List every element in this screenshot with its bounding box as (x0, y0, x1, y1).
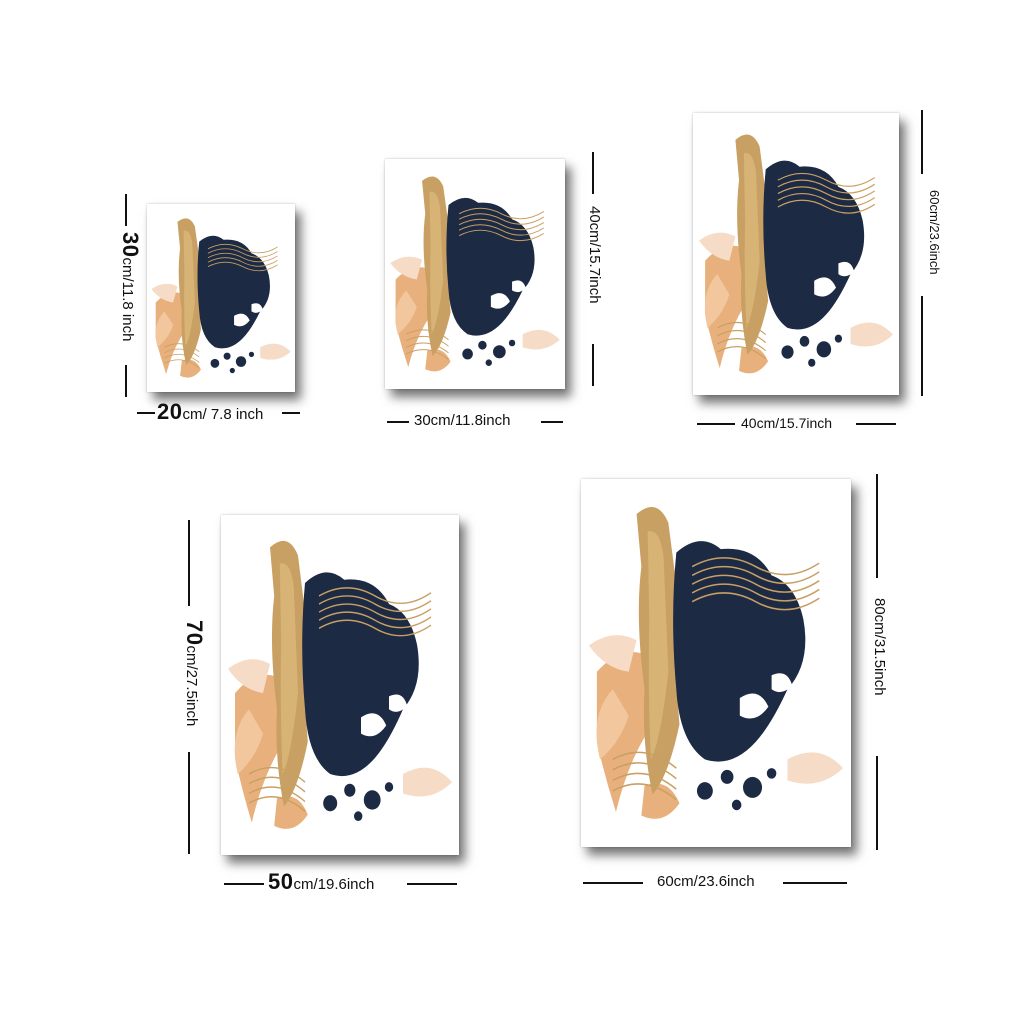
width-label-60x80: 60cm/23.6inch (657, 873, 755, 890)
height-line-bottom (125, 365, 127, 397)
height-line-bottom (188, 752, 190, 854)
height-line-bottom (921, 296, 923, 396)
width-line-left (387, 421, 409, 423)
height-line-top (876, 474, 878, 578)
width-line-right (783, 882, 847, 884)
poster-50x70 (221, 515, 459, 855)
height-line-bottom (876, 756, 878, 850)
height-line-top (921, 110, 923, 174)
width-label-40x60: 40cm/15.7inch (741, 415, 833, 431)
poster-40x60 (693, 113, 899, 395)
abstract-artwork (150, 217, 292, 378)
width-line-right (541, 421, 563, 423)
abstract-artwork (227, 540, 453, 830)
width-line-right (282, 412, 300, 414)
height-line-top (188, 520, 190, 606)
width-line-right (407, 883, 457, 885)
abstract-artwork (588, 506, 844, 820)
poster-30x40 (385, 159, 565, 389)
abstract-artwork (698, 133, 894, 374)
height-line-top (592, 152, 594, 194)
poster-20x30 (147, 204, 295, 392)
height-line-top (125, 194, 127, 226)
poster-60x80 (581, 479, 851, 847)
width-label-50x70: 50cm/19.6inch (268, 869, 375, 894)
width-line-left (224, 883, 264, 885)
width-label-30x40: 30cm/11.8inch (414, 412, 511, 429)
height-label-60x80: 80cm/31.5inch (871, 598, 888, 696)
abstract-artwork (389, 176, 561, 372)
width-line-right (856, 423, 896, 425)
height-line-bottom (592, 344, 594, 386)
width-line-left (137, 412, 155, 414)
height-label-30x40: 40cm/15.7inch (586, 206, 603, 304)
height-label-40x60: 60cm/23.6inch (927, 190, 942, 275)
height-label-50x70: 70cm/27.5inch (182, 620, 207, 727)
width-line-left (697, 423, 735, 425)
height-label-20x30: 30cm/11.8 inch (118, 232, 143, 342)
width-line-left (583, 882, 643, 884)
width-label-20x30: 20cm/ 7.8 inch (157, 399, 264, 424)
